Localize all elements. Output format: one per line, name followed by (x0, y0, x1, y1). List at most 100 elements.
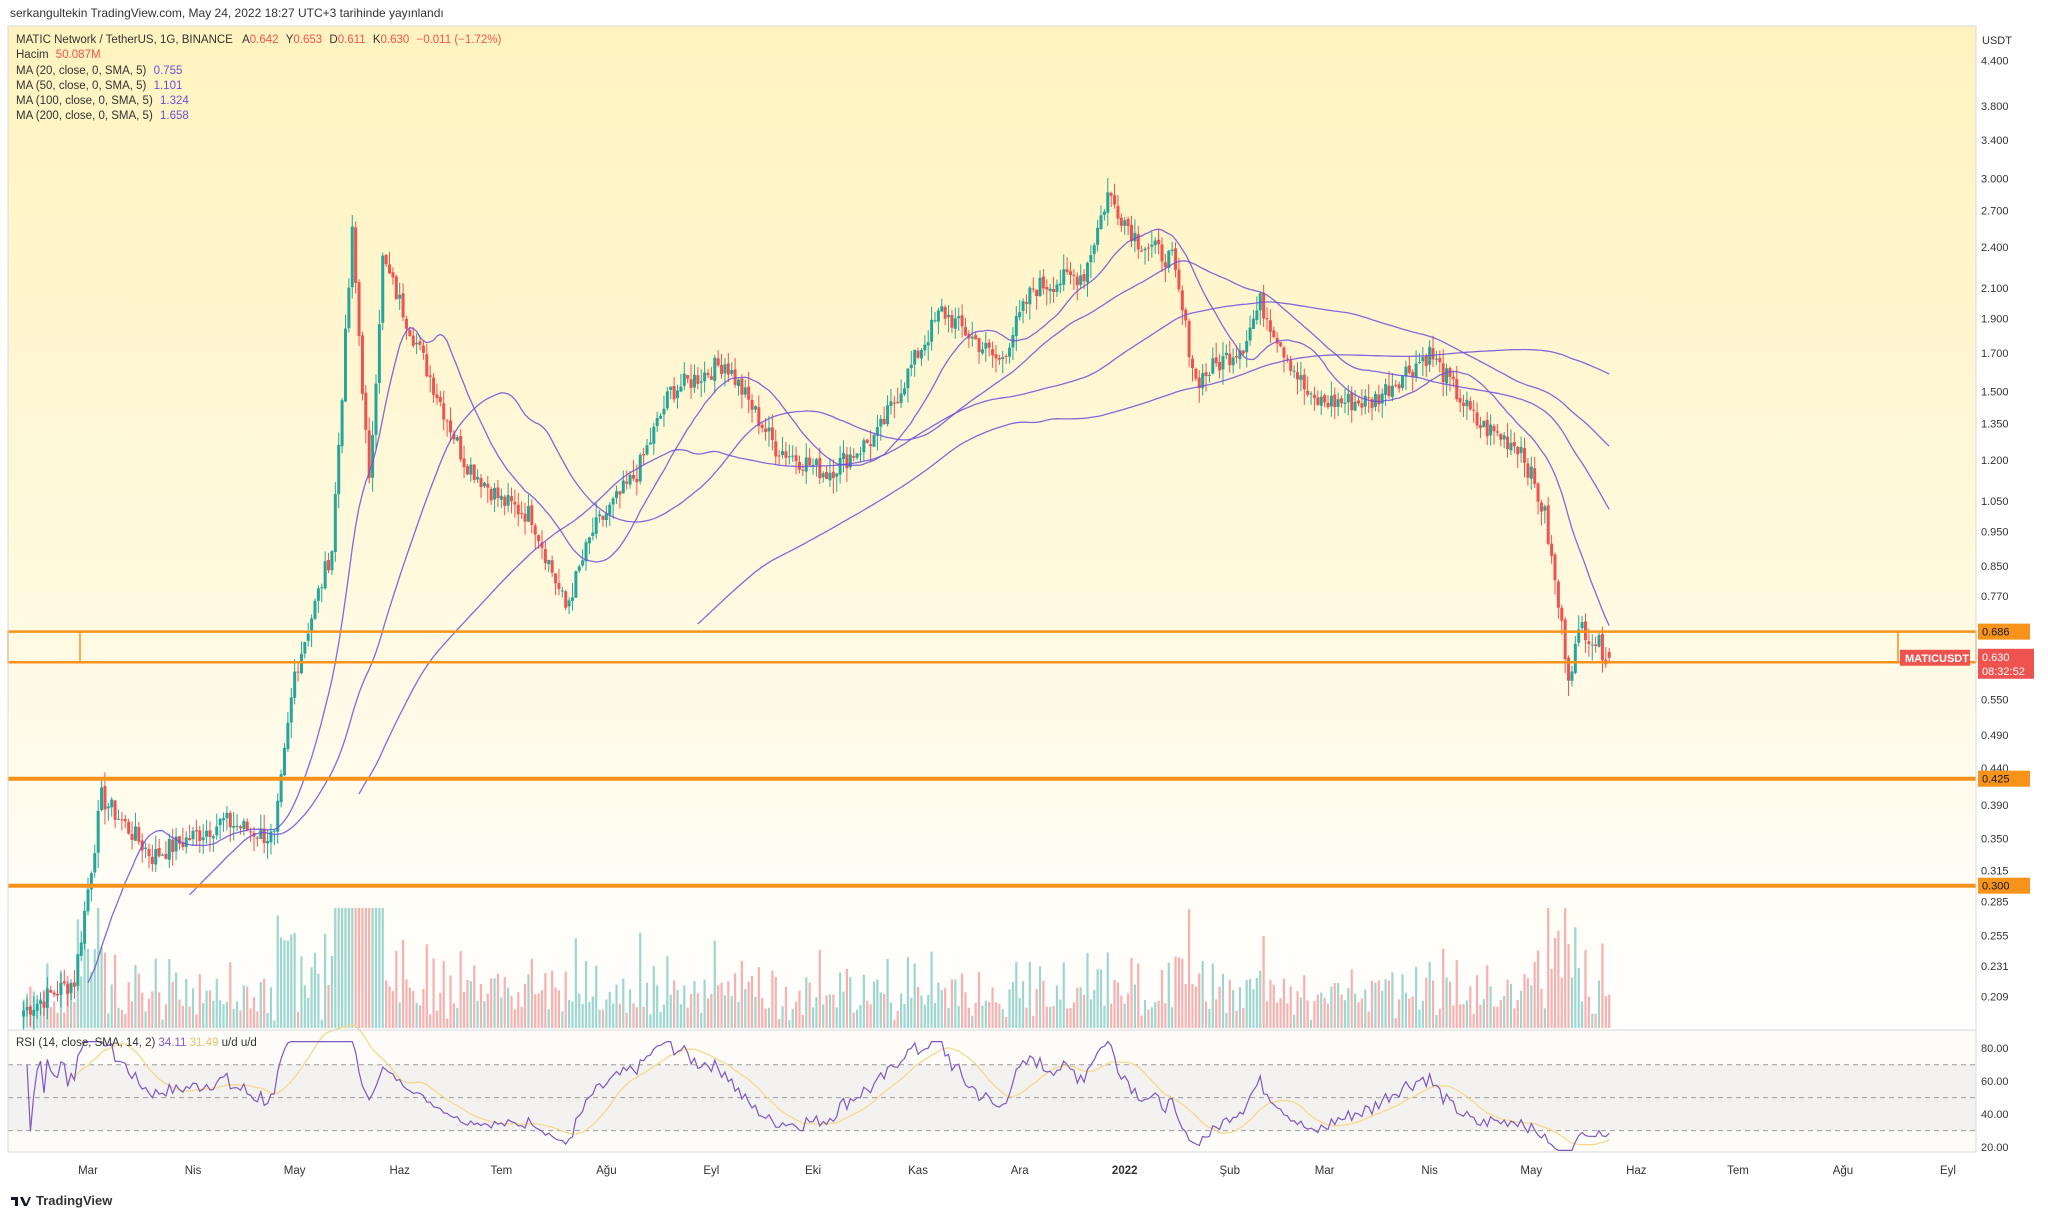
legend-ma-row[interactable]: MA (20, close, 0, SMA, 5) 0.755 (16, 64, 501, 79)
volume-bar (1509, 983, 1513, 1028)
volume-bar (259, 982, 262, 1028)
volume-bar (1553, 938, 1557, 1028)
candle-body (313, 600, 317, 619)
legend-ma-row[interactable]: MA (100, close, 0, SMA, 5) 1.324 (16, 94, 501, 109)
volume-bar (69, 978, 73, 1028)
candle-body (79, 942, 83, 956)
candle-body (350, 226, 354, 288)
candle-body (821, 473, 825, 478)
volume-bar (364, 908, 367, 1028)
candle-body (963, 327, 967, 336)
candle-body (591, 532, 595, 536)
volume-bar (1601, 943, 1604, 1028)
candle-body (1495, 431, 1499, 433)
volume-bar (1062, 962, 1065, 1028)
candle-body (411, 335, 415, 346)
volume-bar (371, 908, 374, 1028)
candle-body (367, 430, 371, 479)
candle-body (391, 272, 395, 278)
volume-bar (313, 952, 317, 1028)
candle-body (540, 542, 544, 548)
volume-bar (883, 993, 886, 1028)
candle-body (875, 427, 879, 436)
volume-bar (1011, 981, 1015, 1028)
candle-body (1194, 368, 1198, 379)
level-price-tag-text: 0.686 (1982, 627, 2010, 639)
candle-body (930, 319, 934, 342)
volume-bar (1513, 1008, 1516, 1028)
volume-bar (1492, 1006, 1496, 1028)
volume-bar (676, 989, 679, 1028)
candle-body (1597, 635, 1601, 647)
volume-bar (300, 956, 303, 1028)
close-label: K (372, 34, 381, 46)
volume-bar (188, 1006, 191, 1028)
volume-bar (273, 1020, 276, 1028)
tradingview-footer[interactable]: TradingView (10, 1193, 112, 1208)
volume-bar (110, 984, 113, 1028)
volume-bar (141, 992, 144, 1028)
volume-bar (507, 987, 510, 1028)
candle-body (547, 559, 551, 565)
volume-bar (1279, 998, 1282, 1028)
volume-bar (1174, 956, 1177, 1028)
legend-volume-row[interactable]: Hacim 50.087M (16, 48, 501, 63)
candle-body (171, 839, 175, 853)
candle-body (1590, 644, 1594, 646)
volume-bar (1093, 989, 1096, 1028)
volume-bar (1533, 961, 1536, 1028)
volume-bar (1259, 970, 1262, 1028)
candle-body (831, 471, 835, 479)
horizontal-levels[interactable] (7, 630, 1977, 888)
candle-body (1136, 234, 1140, 250)
legend-ma-row[interactable]: MA (200, close, 0, SMA, 5) 1.658 (16, 109, 501, 124)
volume-bar (1540, 988, 1543, 1028)
volume-bar (1218, 986, 1221, 1028)
symbol-title[interactable]: MATIC Network / TetherUS, 1G, BINANCE (16, 34, 233, 46)
volume-bar (1347, 987, 1350, 1028)
volume-bar (1025, 1007, 1028, 1028)
volume-bar (1015, 961, 1018, 1028)
volume-bar (1357, 1002, 1360, 1028)
volume-bar (286, 940, 289, 1028)
volume-bar (456, 1007, 459, 1028)
candle-body (337, 444, 341, 495)
volume-bar (347, 908, 350, 1028)
candle-body (177, 836, 181, 844)
volume-bar (1428, 961, 1431, 1028)
candle-body (69, 982, 73, 993)
time-tick-label: May (1520, 1165, 1542, 1177)
volume-bar (1414, 966, 1418, 1028)
candle-body (689, 379, 693, 388)
candle-body (530, 505, 534, 525)
candle-body (479, 478, 483, 488)
time-tick-label: 2022 (1112, 1165, 1138, 1177)
volume-bar (340, 908, 344, 1028)
volume-bar (622, 978, 625, 1028)
candle-body (652, 426, 656, 444)
candle-body (1014, 316, 1018, 336)
volume-bar (900, 993, 903, 1028)
volume-bar (317, 973, 320, 1028)
volume-bar (503, 977, 506, 1028)
legend-ma-row[interactable]: MA (50, close, 0, SMA, 5) 1.101 (16, 79, 501, 94)
ma-value: 1.658 (159, 110, 189, 123)
volume-bar (693, 981, 696, 1028)
candle-body (1414, 363, 1418, 378)
volume-bar (967, 1007, 970, 1028)
candle-body (469, 464, 473, 475)
volume-bar (1245, 980, 1248, 1028)
candle-body (1224, 352, 1228, 356)
volume-bar (1123, 1003, 1126, 1028)
candle-body (133, 826, 137, 841)
time-tick-label: Ağu (1833, 1165, 1853, 1177)
time-tick-label: Nis (185, 1165, 202, 1177)
candle-body (618, 491, 622, 495)
candle-body (933, 320, 937, 322)
candle-body (1455, 378, 1459, 400)
candle-body (1150, 244, 1154, 247)
candle-body (499, 495, 503, 500)
volume-bar (93, 949, 96, 1028)
candle-body (1556, 581, 1560, 608)
